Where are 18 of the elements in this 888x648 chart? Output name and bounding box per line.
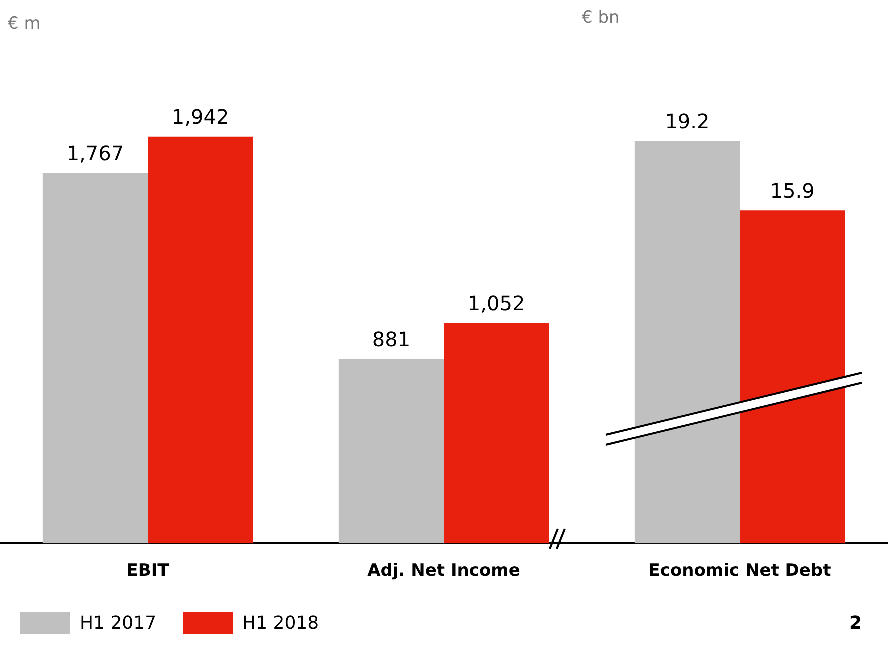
data-label: 881 [372,327,411,352]
legend-label: H1 2018 [242,612,320,634]
data-label: 19.2 [665,110,710,134]
x-tick-label: Economic Net Debt [648,561,832,582]
text: € m [8,14,41,34]
data-label: 1,942 [172,105,230,130]
data-label: 1,767 [66,142,124,166]
x-tick-label: EBIT [126,561,170,582]
data-label: 1,052 [468,291,526,316]
text: € bn [582,8,620,28]
bar [148,136,254,544]
legend-label: H1 2017 [80,612,157,634]
x-tick-label: Adj. Net Income [368,561,520,582]
text: 2 [849,613,862,634]
bar [444,323,550,544]
bar [42,174,148,544]
bar [338,359,444,544]
data-label: 15.9 [770,178,815,203]
